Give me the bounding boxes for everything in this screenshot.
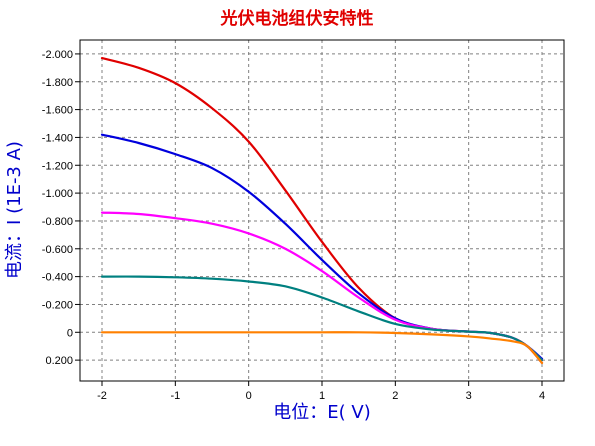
chart-title: 光伏电池组伏安特性 [220, 8, 374, 29]
y-tick-label: -1.400 [42, 132, 73, 144]
x-tick-label: 3 [466, 390, 472, 402]
y-tick-label: -0.200 [42, 299, 73, 311]
y-tick-label: 0 [67, 327, 73, 339]
y-tick-label: -1.200 [42, 160, 73, 172]
y-tick-label: -1.600 [42, 105, 73, 117]
y-axis-title: 电流：I (1E-3 A) [4, 141, 25, 279]
y-axis: -2.000 -1.800 -1.600 -1.400 -1.200 -1.000 -0.8… [42, 49, 80, 367]
x-tick-label: -2 [97, 390, 107, 402]
grid [80, 40, 564, 381]
y-tick-label: -1.000 [42, 188, 73, 200]
y-tick-label: -0.600 [42, 244, 73, 256]
y-tick-label: -1.800 [42, 77, 73, 89]
y-tick-label: 0.200 [45, 355, 73, 367]
series-layer [100, 56, 544, 365]
series-line-4 [100, 275, 544, 362]
y-tick-label: -0.400 [42, 272, 73, 284]
x-tick-label: 4 [539, 390, 545, 402]
series-line-5 [100, 331, 544, 365]
y-tick-label: -2.000 [42, 49, 73, 61]
x-tick-label: 0 [246, 390, 252, 402]
x-axis: -2 -1 0 1 2 3 4 [97, 381, 545, 402]
y-tick-label: -0.800 [42, 216, 73, 228]
x-axis-title: 电位：E( V) [273, 402, 370, 423]
x-tick-label: 1 [319, 390, 325, 402]
x-tick-label: 2 [392, 390, 398, 402]
x-tick-label: -1 [170, 390, 180, 402]
